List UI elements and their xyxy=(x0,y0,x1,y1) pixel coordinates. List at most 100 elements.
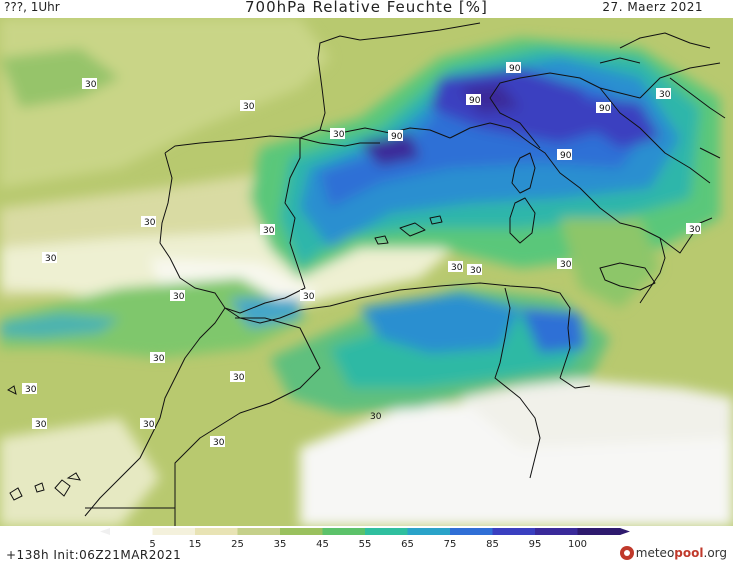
balearics xyxy=(374,215,443,245)
legend-swatch xyxy=(322,528,366,535)
brand-part-2: pool xyxy=(674,546,704,560)
contour-label-90: 90 xyxy=(557,149,572,161)
svg-text:90: 90 xyxy=(599,104,611,114)
contour-label-30: 30 xyxy=(686,223,701,235)
contour-label-30: 30 xyxy=(42,252,57,264)
legend-tick-label: 65 xyxy=(401,539,414,550)
africa-borders xyxy=(85,287,591,526)
svg-text:30: 30 xyxy=(233,373,245,383)
svg-text:30: 30 xyxy=(560,260,572,270)
morocco-coast xyxy=(84,307,226,517)
contour-label-30: 30 xyxy=(32,418,47,430)
legend-arrow-left xyxy=(100,528,110,535)
contour-label-90: 90 xyxy=(506,62,521,74)
svg-text:90: 90 xyxy=(509,64,521,74)
legend-swatches xyxy=(100,528,630,535)
legend-swatch xyxy=(152,528,196,535)
legend-arrow xyxy=(620,528,630,535)
svg-text:30: 30 xyxy=(85,80,97,90)
svg-text:30: 30 xyxy=(173,292,185,302)
map-title: 700hPa Relative Feuchte [%] xyxy=(245,0,488,16)
contour-label-30: 30 xyxy=(141,216,156,228)
valid-date-label: 27. Maerz 2021 xyxy=(602,0,703,14)
contour-label-30: 30 xyxy=(448,261,463,273)
legend-swatch xyxy=(110,528,153,535)
contour-label-30: 30 xyxy=(260,224,275,236)
contour-label-30: 30 xyxy=(82,78,97,90)
contour-label-90: 90 xyxy=(466,94,481,106)
contour-label-30: 30 xyxy=(240,100,255,112)
legend-swatch xyxy=(280,528,323,535)
legend-swatch xyxy=(365,528,408,535)
svg-text:30: 30 xyxy=(213,438,225,448)
italy-coast xyxy=(449,62,721,304)
humidity-map: 90 90 90 90 90 30 30 30 30 30 30 30 30 3… xyxy=(0,18,733,526)
legend-ticks: 5 15 25 35 45 55 65 75 85 95 100 xyxy=(149,539,587,550)
legend-tick-label: 55 xyxy=(359,539,372,550)
contour-label-30: 30 xyxy=(22,383,37,395)
svg-text:30: 30 xyxy=(35,420,47,430)
svg-text:90: 90 xyxy=(469,96,481,106)
svg-text:90: 90 xyxy=(560,151,572,161)
legend-swatch xyxy=(492,528,536,535)
legend-swatch xyxy=(195,528,238,535)
header: ???, 1Uhr 700hPa Relative Feuchte [%] 27… xyxy=(0,0,733,18)
legend-swatch xyxy=(535,528,578,535)
legend-swatch xyxy=(577,528,621,535)
pyrenees-border xyxy=(299,137,380,147)
legend-tick-label: 75 xyxy=(444,539,457,550)
svg-text:30: 30 xyxy=(143,420,155,430)
svg-text:30: 30 xyxy=(144,218,156,228)
svg-text:30: 30 xyxy=(451,263,463,273)
contour-labels: 90 90 90 90 90 30 30 30 30 30 30 30 30 3… xyxy=(22,62,701,448)
svg-text:30: 30 xyxy=(333,130,345,140)
run-info: +138h Init:06Z21MAR2021 xyxy=(6,548,182,562)
svg-text:30: 30 xyxy=(263,226,275,236)
contour-label-30: 30 xyxy=(467,264,482,276)
contour-label-30: 30 xyxy=(330,128,345,140)
brand-part-3: .org xyxy=(703,546,728,560)
canary-islands xyxy=(7,385,81,501)
legend-tick-label: 100 xyxy=(568,539,587,550)
svg-text:30: 30 xyxy=(689,225,701,235)
contour-label-30: 30 xyxy=(170,290,185,302)
balkan-borders xyxy=(599,32,726,159)
coastlines xyxy=(84,22,726,526)
legend-swatch xyxy=(450,528,493,535)
sicily xyxy=(599,262,656,291)
contour-label-30: 30 xyxy=(140,418,155,430)
legend-tick-label: 5 xyxy=(149,539,155,550)
sardinia-corsica xyxy=(509,152,536,244)
contour-label-30: 30 xyxy=(557,258,572,270)
svg-text:30: 30 xyxy=(25,385,37,395)
legend-tick-label: 85 xyxy=(486,539,499,550)
legend-tick-label: 15 xyxy=(189,539,202,550)
legend-swatch xyxy=(407,528,451,535)
north-africa-coast xyxy=(224,282,571,379)
svg-text:30: 30 xyxy=(243,102,255,112)
contour-label-90: 90 xyxy=(596,102,611,114)
legend-tick-label: 95 xyxy=(529,539,542,550)
svg-text:30: 30 xyxy=(303,292,315,302)
meteopool-logo[interactable]: meteopool.org xyxy=(619,546,728,560)
contour-label-30: 30 xyxy=(370,412,382,422)
svg-text:30: 30 xyxy=(470,266,482,276)
svg-text:30: 30 xyxy=(153,354,165,364)
svg-text:90: 90 xyxy=(391,132,403,142)
contour-label-90: 90 xyxy=(388,130,403,142)
valid-day-label: ???, 1Uhr xyxy=(4,0,60,14)
contour-label-30: 30 xyxy=(230,371,245,383)
legend-tick-label: 25 xyxy=(231,539,244,550)
legend-swatch xyxy=(237,528,281,535)
contour-label-30: 30 xyxy=(300,290,315,302)
contour-label-30: 30 xyxy=(210,436,225,448)
color-legend: 5 15 25 35 45 55 65 75 85 95 100 xyxy=(100,528,630,550)
svg-text:30: 30 xyxy=(659,90,671,100)
contour-label-30: 30 xyxy=(150,352,165,364)
contour-label-30: 30 xyxy=(656,88,671,100)
humidity-fields xyxy=(0,18,733,526)
svg-text:30: 30 xyxy=(45,254,57,264)
brand-part-1: meteo xyxy=(635,546,675,560)
legend-tick-label: 45 xyxy=(316,539,329,550)
legend-tick-label: 35 xyxy=(274,539,287,550)
